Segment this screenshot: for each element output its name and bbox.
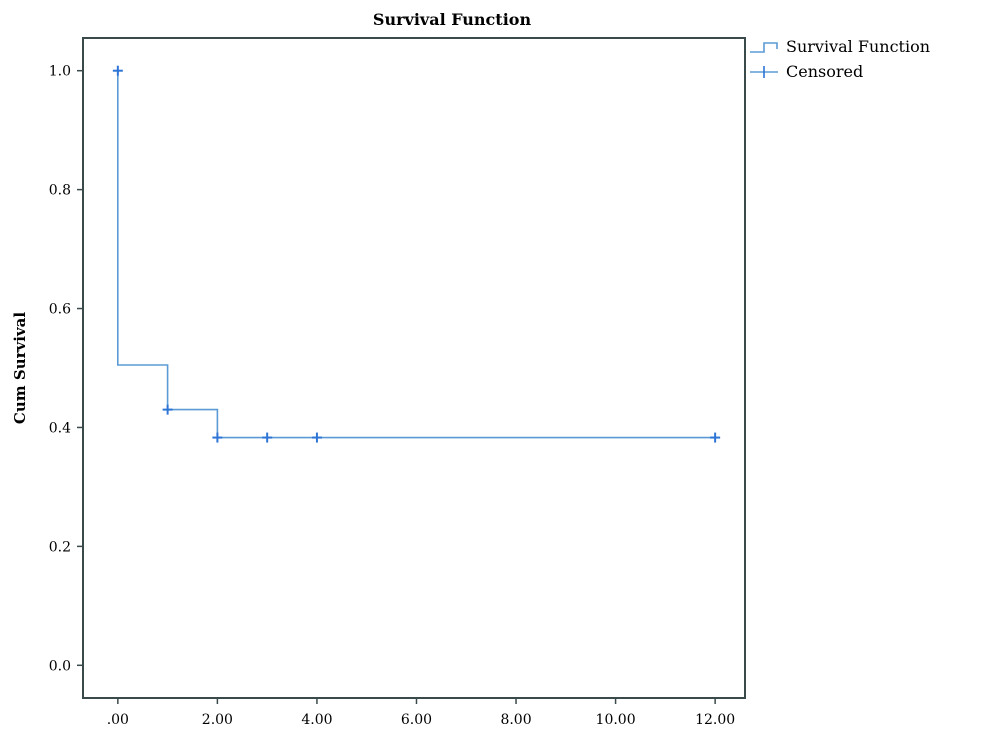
censored-marker (262, 432, 273, 443)
x-tick-label: 6.00 (401, 712, 432, 728)
x-tick-label: 8.00 (500, 712, 531, 728)
y-tick-label: 0.6 (49, 302, 71, 318)
censored-marker (162, 404, 173, 415)
legend-label-censored: Censored (786, 62, 863, 81)
chart-title: Survival Function (373, 10, 532, 29)
plot-frame (82, 37, 746, 699)
y-tick-label: 1.0 (49, 64, 71, 80)
legend-label-survival: Survival Function (786, 37, 930, 56)
censored-marker (311, 432, 322, 443)
y-tick-label: 0.0 (49, 658, 71, 674)
series-layer (112, 65, 721, 443)
y-axis: 0.0 0.2 0.4 0.6 0.8 1.0 (49, 64, 83, 674)
y-axis-label: Cum Survival (11, 312, 29, 424)
legend-censored-symbol (750, 66, 778, 78)
y-tick-label: 0.2 (49, 539, 71, 555)
x-axis: .00 2.00 4.00 6.00 8.00 10.00 12.00 (107, 698, 735, 728)
survival-step-line (117, 70, 716, 439)
x-tick-label: 4.00 (301, 712, 332, 728)
x-tick-label: 12.00 (695, 712, 735, 728)
censored-marker (112, 65, 123, 76)
x-tick-label: 10.00 (596, 712, 636, 728)
censored-marker (212, 432, 223, 443)
x-tick-label: .00 (107, 712, 129, 728)
y-tick-label: 0.4 (49, 420, 71, 436)
legend: Survival Function Censored (750, 37, 930, 81)
x-tick-label: 2.00 (202, 712, 233, 728)
censored-marker (710, 432, 721, 443)
legend-step-symbol (750, 42, 778, 53)
y-tick-label: 0.8 (49, 183, 71, 199)
